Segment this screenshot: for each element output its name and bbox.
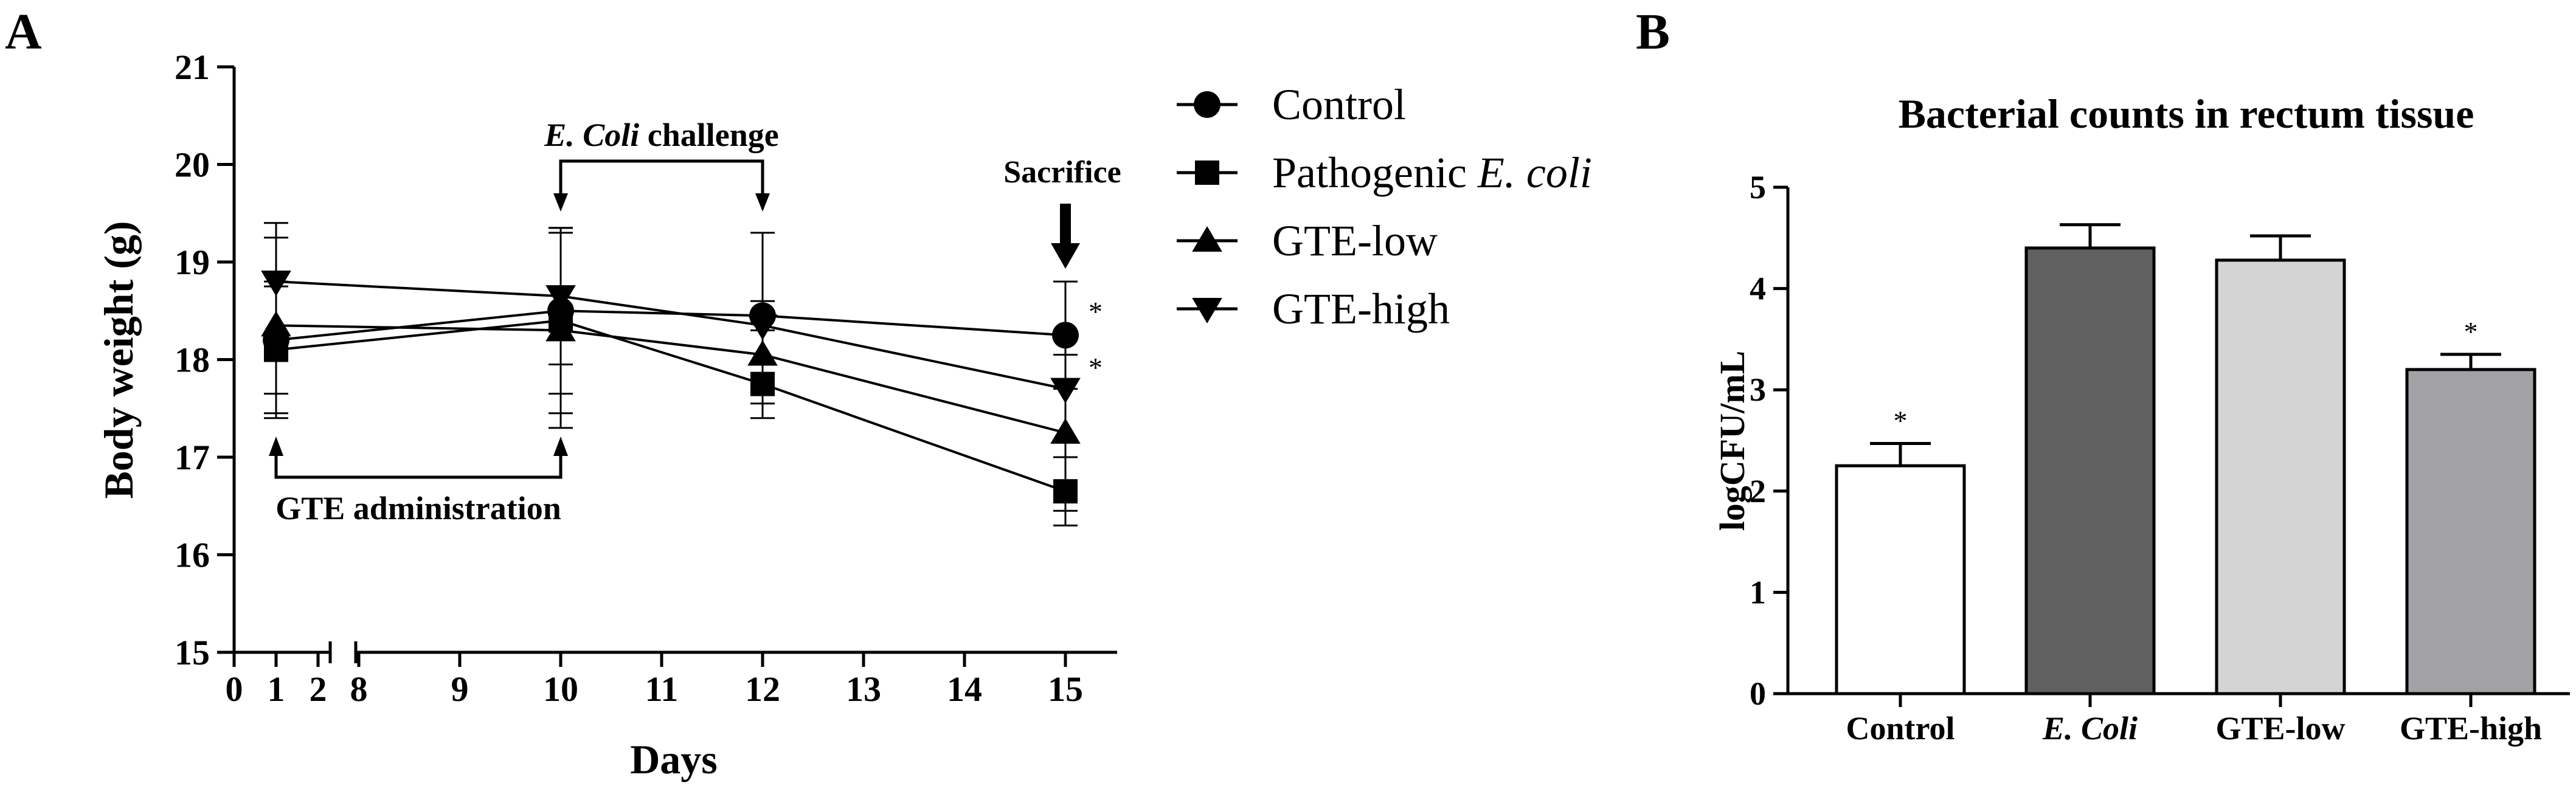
bar (2405, 368, 2536, 695)
bar (2024, 246, 2156, 695)
y-tick-label: 1 (1750, 574, 1766, 610)
significance-star: * (2464, 316, 2478, 347)
challenge-label-rest: challenge (639, 117, 778, 153)
challenge-label: E. Coli challenge (544, 117, 779, 153)
data-point (747, 314, 778, 340)
x-tick-label: GTE-high (2400, 710, 2542, 747)
legend-marker (1192, 226, 1222, 252)
data-point (545, 285, 576, 311)
legend-entry-prefix: Pathogenic (1272, 148, 1478, 197)
bar (1835, 464, 1966, 695)
x-tick-label: 15 (1048, 669, 1083, 709)
x-tick-label: 8 (350, 669, 368, 709)
x-tick-label: 9 (451, 669, 469, 709)
y-tick-label: 4 (1750, 271, 1766, 307)
panel-label-a: A (5, 4, 42, 60)
y-tick-label: 19 (175, 243, 210, 282)
x-tick-label: 10 (543, 669, 578, 709)
x-tick-label: 11 (645, 669, 679, 709)
series-line-4 (275, 280, 1066, 390)
sacrifice-label: Sacrifice (1003, 155, 1121, 190)
bacterial-count-bar-chart: Bacterial counts in rectum tissue 0 1 2 3 4 5 l… (1712, 91, 2570, 747)
y-tick-label: 2 (1750, 473, 1766, 509)
x-tick-label: 12 (745, 669, 780, 709)
y-tick-label: 21 (175, 47, 210, 87)
x-tick-label: 14 (947, 669, 982, 709)
legend-marker (1194, 91, 1220, 118)
y-tick-label: 16 (175, 536, 210, 575)
legend-entry-2: Pathogenic E. coli (1272, 148, 1592, 197)
x-tick-label: GTE-low (2215, 710, 2345, 747)
y-tick-label: 18 (175, 340, 210, 380)
gte-admin-arrowhead (269, 436, 283, 456)
x-tick-label: Control (1846, 710, 1955, 747)
series-line-3 (275, 324, 1066, 434)
x-tick-label: E. Coli (2042, 710, 2138, 747)
significance-star: * (1089, 296, 1103, 327)
x-tick-label: 13 (846, 669, 881, 709)
y-tick-label: 0 (1750, 675, 1766, 712)
gte-admin-label: GTE administration (275, 490, 561, 526)
challenge-bracket (559, 159, 764, 195)
legend-entry-italic: E. coli (1477, 148, 1592, 197)
y-tick-label: 20 (175, 145, 210, 185)
series-line-1 (275, 309, 1066, 342)
x-tick-label: 0 (226, 669, 243, 709)
x-tick-label: 2 (310, 669, 327, 709)
series-line-2 (275, 319, 1066, 493)
gte-admin-arrowhead (553, 436, 568, 456)
bar (2215, 258, 2346, 695)
y-tick-label: 3 (1750, 371, 1766, 408)
legend-marker (1195, 160, 1219, 185)
sacrifice-arrow-shaft (1060, 204, 1071, 246)
challenge-arrowhead (755, 193, 770, 212)
y-tick-label: 15 (175, 633, 210, 672)
y-axis-title: logCFU/mL (1712, 351, 1752, 531)
gte-admin-bracket (274, 453, 563, 479)
data-point (261, 271, 291, 297)
challenge-label-italic: E. Coli (544, 117, 639, 153)
y-tick-label: 5 (1750, 169, 1766, 205)
panel-label-b: B (1636, 4, 1670, 60)
sacrifice-arrow-head (1051, 243, 1080, 269)
significance-star: * (1089, 352, 1103, 383)
x-tick-label: 1 (268, 669, 285, 709)
legend-entry-1: Control (1272, 80, 1406, 129)
x-axis-title: Days (630, 736, 718, 782)
y-axis-title: Body weight (g) (95, 221, 142, 499)
chart-title: Bacterial counts in rectum tissue (1899, 91, 2474, 137)
legend-entry-3: GTE-low (1272, 216, 1438, 265)
legend-entry-4: GTE-high (1272, 285, 1450, 333)
legend-marker (1192, 298, 1222, 323)
challenge-arrowhead (553, 193, 568, 212)
y-tick-label: 17 (175, 438, 210, 477)
significance-star: * (1894, 405, 1908, 436)
data-point (1050, 378, 1081, 404)
